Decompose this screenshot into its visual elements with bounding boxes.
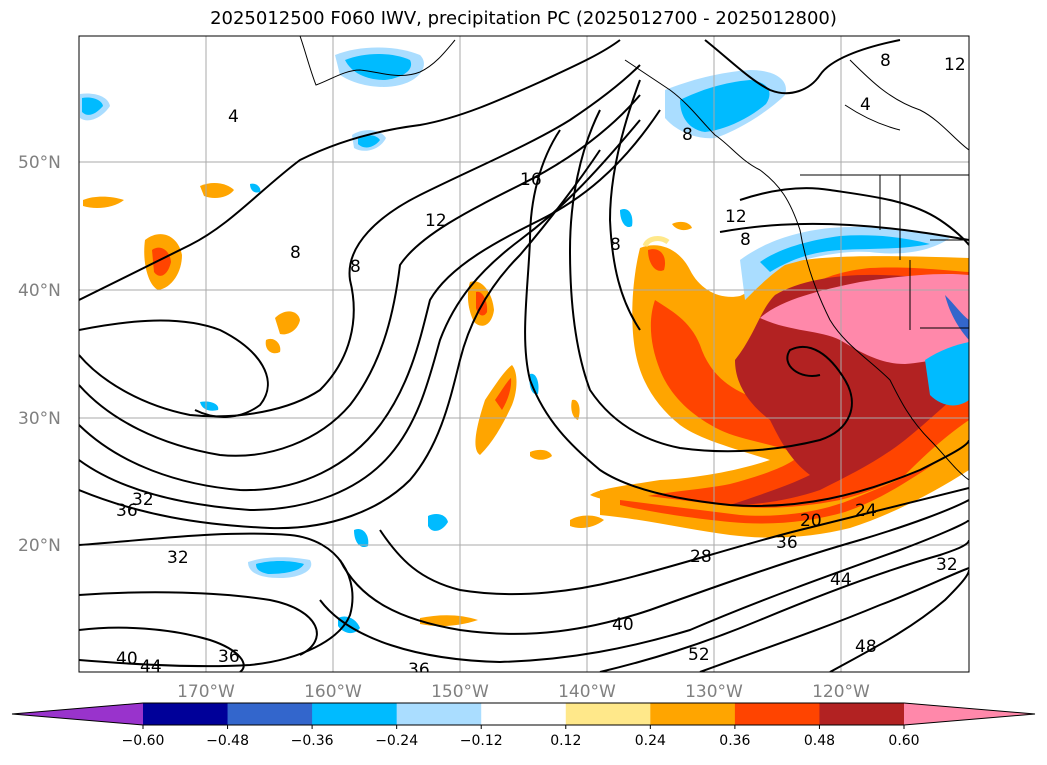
lon-label: 150°W	[431, 682, 489, 702]
contour-label: 28	[690, 547, 712, 567]
lon-label: 120°W	[812, 682, 870, 702]
contour-label: 36	[218, 647, 240, 667]
precip-cell	[275, 311, 300, 335]
lon-label: 130°W	[685, 682, 743, 702]
contour-label: 8	[610, 235, 621, 255]
iwv-contours	[79, 39, 969, 672]
colorbar-segments	[11, 702, 1036, 726]
lat-label: 50°N	[18, 153, 61, 173]
contour-label: 8	[350, 257, 361, 277]
colorbar: −0.60 −0.48 −0.36 −0.24 −0.12 0.12 0.24 0.36 0.4…	[11, 702, 1036, 749]
contour-label: 8	[880, 51, 891, 71]
lat-label: 40°N	[18, 281, 61, 301]
contour-label: 36	[408, 660, 430, 680]
latitude-labels: 50°N 40°N 30°N 20°N	[18, 153, 61, 556]
colorbar-segment	[312, 703, 398, 725]
contour-label: 8	[682, 125, 693, 145]
colorbar-tick-label: 0.48	[804, 733, 835, 749]
colorbar-segment	[819, 703, 905, 725]
contour-label: 52	[688, 645, 710, 665]
contour-labels: 4 8 12 16 8 12 8 8 8 4 12 8 32 36 32 36 …	[116, 51, 966, 680]
colorbar-extend-high	[904, 703, 1035, 725]
contour-label: 12	[425, 211, 447, 231]
colorbar-segment	[565, 703, 651, 725]
contour-label: 48	[855, 637, 877, 657]
colorbar-tick-label: 0.12	[550, 733, 581, 749]
colorbar-tick-label: −0.24	[375, 733, 418, 749]
contour-label: 12	[725, 207, 747, 227]
contour-label: 32	[132, 490, 154, 510]
colorbar-segment	[734, 703, 820, 725]
graticule	[79, 36, 969, 672]
contour-label: 8	[740, 230, 751, 250]
colorbar-segment	[481, 703, 567, 725]
map-title: 2025012500 F060 IWV, precipitation PC (2…	[210, 8, 837, 29]
colorbar-tick-labels: −0.60 −0.48 −0.36 −0.24 −0.12 0.12 0.24 0.36 0.4…	[122, 733, 920, 749]
map-frame	[78, 35, 970, 673]
colorbar-tick-label: 0.60	[888, 733, 919, 749]
contour-label: 16	[520, 170, 542, 190]
colorbar-tick-label: −0.12	[460, 733, 503, 749]
contour-label: 44	[830, 570, 852, 590]
lat-label: 30°N	[18, 409, 61, 429]
lon-label: 170°W	[177, 682, 235, 702]
contour-label: 40	[116, 649, 138, 669]
contour-label: 44	[140, 657, 162, 677]
contour-label: 32	[167, 548, 189, 568]
contour-label: 40	[612, 615, 634, 635]
colorbar-segment	[650, 703, 736, 725]
precipitation-shading	[80, 47, 969, 634]
precip-region-pink	[760, 273, 969, 364]
contour-label: 4	[860, 95, 871, 115]
contour-label: 24	[855, 501, 877, 521]
longitude-labels: 170°W 160°W 150°W 140°W 130°W 120°W	[177, 682, 870, 702]
colorbar-segment	[396, 703, 482, 725]
colorbar-tick-label: 0.24	[635, 733, 666, 749]
lat-label: 20°N	[18, 536, 61, 556]
map-layers: 4 8 12 16 8 12 8 8 8 4 12 8 32 36 32 36 …	[79, 36, 969, 680]
lon-label: 140°W	[558, 682, 616, 702]
colorbar-segment	[143, 703, 229, 725]
colorbar-segment	[227, 703, 313, 725]
coastlines	[299, 36, 969, 481]
contour-label: 36	[116, 501, 138, 521]
colorbar-tick-label: −0.48	[206, 733, 249, 749]
lon-label: 160°W	[304, 682, 362, 702]
contour-label: 20	[800, 511, 822, 531]
contour-label: 36	[776, 533, 798, 553]
colorbar-extend-low	[12, 703, 143, 725]
colorbar-tick-label: −0.60	[122, 733, 165, 749]
contour-label: 4	[228, 107, 239, 127]
colorbar-tick-label: −0.36	[291, 733, 334, 749]
contour-label: 8	[290, 243, 301, 263]
contour-label: 12	[944, 55, 966, 75]
colorbar-ticks	[142, 725, 905, 729]
precip-cell	[83, 196, 124, 208]
colorbar-tick-label: 0.36	[719, 733, 750, 749]
contour-label: 32	[936, 555, 958, 575]
